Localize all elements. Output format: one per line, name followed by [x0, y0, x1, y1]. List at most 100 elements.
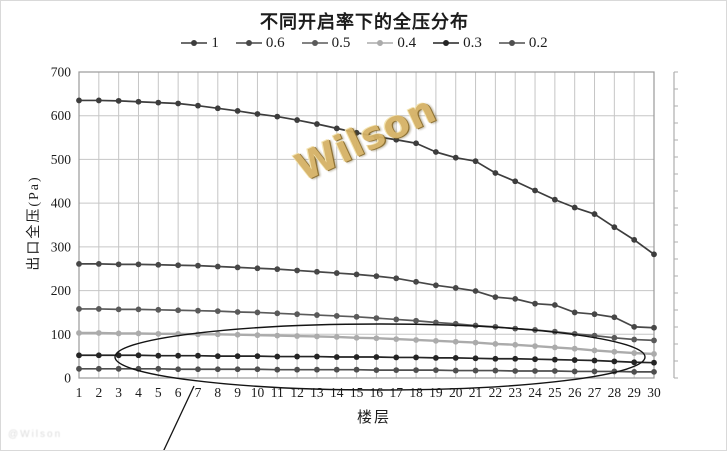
- data-point: [155, 99, 162, 106]
- x-tick-label: 27: [588, 385, 602, 400]
- data-point: [532, 368, 538, 374]
- data-point: [393, 136, 400, 143]
- data-point: [591, 311, 598, 318]
- data-point: [551, 368, 558, 374]
- data-point: [195, 307, 201, 314]
- data-point: [452, 154, 459, 161]
- data-point: [393, 275, 400, 282]
- y-tick-label: 500: [51, 152, 72, 167]
- data-point: [452, 354, 459, 361]
- secondary-y-axis: [673, 71, 678, 379]
- x-tick-label: 5: [155, 385, 162, 400]
- data-point: [591, 368, 598, 375]
- series-0.6: [76, 261, 657, 331]
- data-point: [195, 102, 201, 109]
- legend-label: 0.3: [463, 34, 482, 51]
- corner-watermark: @Wilson: [8, 429, 63, 440]
- x-tick-label: 13: [310, 385, 324, 400]
- x-tick-label: 3: [115, 385, 122, 400]
- data-point: [452, 285, 459, 291]
- data-point: [333, 125, 340, 132]
- data-point: [214, 331, 221, 338]
- gridlines: [78, 71, 655, 379]
- data-point: [95, 306, 102, 312]
- data-point: [353, 129, 360, 136]
- series-line-0.4: [79, 331, 655, 356]
- legend-marker-icon: [235, 40, 262, 46]
- data-point: [195, 262, 201, 269]
- data-point: [571, 357, 578, 363]
- data-point: [254, 111, 261, 117]
- data-point: [95, 330, 102, 336]
- x-tick-label: 2: [95, 385, 102, 400]
- data-point: [294, 267, 301, 274]
- data-point: [135, 330, 142, 337]
- data-point: [333, 270, 340, 276]
- data-point: [254, 366, 261, 373]
- x-tick-label: 1: [76, 385, 83, 400]
- data-point: [274, 366, 281, 373]
- data-point: [373, 273, 380, 280]
- x-tick-label: 28: [608, 385, 622, 400]
- legend-marker-icon: [301, 40, 328, 46]
- x-tick-label: 29: [627, 385, 641, 400]
- data-point: [214, 353, 221, 360]
- x-tick-label: 9: [234, 385, 241, 400]
- data-point: [651, 337, 657, 344]
- legend-marker-dot: [508, 40, 515, 46]
- data-point: [631, 236, 638, 243]
- data-point: [294, 353, 301, 360]
- data-point: [611, 334, 618, 341]
- y-axis-title: 出口全压(Pa): [27, 175, 42, 271]
- legend-item-0.4: 0.4: [367, 35, 416, 52]
- data-point: [393, 316, 400, 323]
- data-point: [95, 365, 102, 372]
- data-point: [651, 351, 657, 357]
- data-point: [353, 271, 360, 278]
- data-point: [135, 261, 142, 268]
- data-point: [254, 332, 261, 339]
- data-point: [214, 263, 221, 270]
- data-point: [353, 354, 360, 360]
- data-point: [532, 300, 538, 307]
- data-point: [551, 356, 558, 363]
- data-point: [492, 355, 499, 362]
- x-tick-label: 26: [568, 385, 582, 400]
- annotation-ellipse: [114, 323, 646, 391]
- data-point: [274, 266, 281, 273]
- data-point: [234, 108, 241, 114]
- data-point: [432, 367, 439, 374]
- data-point: [432, 354, 439, 361]
- data-point: [413, 367, 419, 374]
- y-tick-label: 600: [51, 108, 72, 123]
- data-point: [135, 98, 142, 105]
- y-tick-label: 300: [51, 239, 72, 254]
- x-tick-labels: 1 2 3 4 5 6 7 8 9 10 11 12 13 14 15 16 17 18 19 20 21 22 23 24 2…: [76, 385, 661, 400]
- legend: 1 0.6 0.5 0.4 0.3 0.2: [1, 34, 726, 52]
- data-point: [333, 334, 340, 340]
- data-point: [611, 348, 618, 355]
- data-point: [631, 368, 638, 375]
- y-tick-labels: 0 100 200 300 400 500 600 700: [51, 65, 72, 386]
- data-point: [254, 265, 261, 272]
- x-tick-label: 22: [489, 385, 503, 400]
- data-point: [571, 345, 578, 352]
- legend-label: 1: [211, 34, 219, 51]
- data-point: [432, 319, 439, 326]
- legend-label: 0.6: [265, 34, 285, 51]
- x-tick-label: 10: [251, 385, 265, 400]
- x-tick-label: 4: [135, 385, 142, 400]
- data-point: [76, 306, 82, 312]
- data-point: [492, 367, 499, 374]
- data-point: [274, 332, 281, 339]
- chart-title: 不同开启率下的全压分布: [260, 12, 469, 32]
- legend-item-0.6: 0.6: [235, 34, 285, 52]
- data-point: [115, 352, 122, 359]
- data-point: [571, 204, 578, 211]
- x-tick-label: 12: [290, 385, 304, 400]
- y-tick-label: 700: [51, 65, 72, 80]
- x-tick-label: 17: [389, 385, 403, 400]
- data-point: [393, 354, 400, 361]
- x-tick-label: 21: [469, 385, 483, 400]
- x-tick-label: 23: [508, 385, 522, 400]
